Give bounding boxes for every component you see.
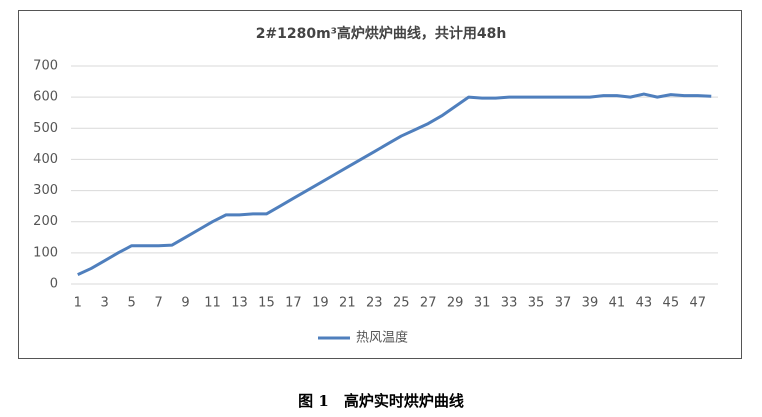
y-tick-label: 300	[33, 183, 58, 198]
x-tick-label: 35	[528, 296, 545, 311]
x-tick-label: 23	[366, 296, 383, 311]
x-tick-label: 45	[663, 296, 680, 311]
x-tick-label: 15	[258, 296, 275, 311]
x-tick-label: 33	[501, 296, 518, 311]
x-tick-label: 19	[312, 296, 329, 311]
x-tick-label: 41	[609, 296, 626, 311]
x-tick-label: 21	[339, 296, 356, 311]
x-tick-label: 29	[447, 296, 464, 311]
legend-label: 热风温度	[356, 330, 408, 346]
y-tick-label: 0	[50, 277, 58, 292]
x-tick-label: 9	[181, 296, 189, 311]
x-tick-label: 17	[285, 296, 302, 311]
y-tick-label: 500	[33, 121, 58, 136]
y-tick-label: 400	[33, 152, 58, 167]
y-tick-label: 100	[33, 245, 58, 260]
x-tick-label: 43	[636, 296, 653, 311]
y-tick-label: 600	[33, 90, 58, 105]
x-tick-label: 37	[555, 296, 572, 311]
x-tick-label: 47	[690, 296, 707, 311]
x-tick-label: 5	[128, 296, 136, 311]
y-tick-label: 700	[33, 59, 58, 74]
figure-caption: 图 1 高炉实时烘炉曲线	[298, 392, 464, 410]
x-tick-label: 25	[393, 296, 410, 311]
x-tick-label: 7	[154, 296, 162, 311]
x-tick-label: 11	[204, 296, 221, 311]
x-tick-label: 27	[420, 296, 437, 311]
x-tick-label: 31	[474, 296, 491, 311]
chart-title: 2#1280m³高炉烘炉曲线，共计用48h	[256, 25, 507, 42]
x-tick-label: 3	[101, 296, 109, 311]
data-line	[77, 92, 712, 277]
y-tick-label: 200	[33, 214, 58, 229]
x-tick-label: 39	[582, 296, 599, 311]
x-tick-label: 1	[74, 296, 82, 311]
x-tick-label: 13	[231, 296, 248, 311]
chart-frame	[18, 10, 742, 359]
